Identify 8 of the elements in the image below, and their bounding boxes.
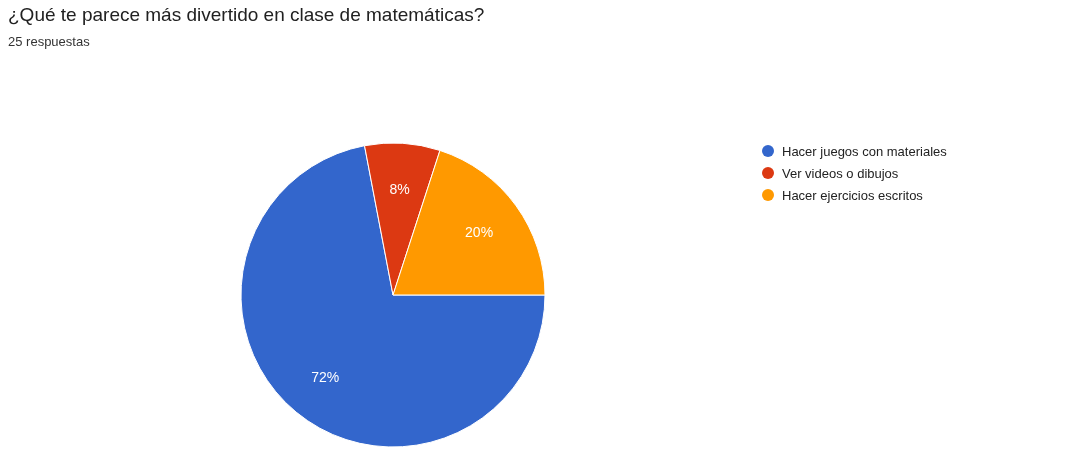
- legend-label: Ver videos o dibujos: [782, 165, 899, 181]
- chart-title: ¿Qué te parece más divertido en clase de matemáticas?: [8, 4, 485, 26]
- data-label: 20%: [465, 224, 494, 241]
- data-label: 8%: [389, 180, 410, 197]
- data-label: 72%: [311, 368, 340, 385]
- legend-label: Hacer juegos con materiales: [782, 143, 947, 159]
- text: 25 respuestas: [8, 34, 90, 49]
- legend-label: Hacer ejercicios escritos: [782, 187, 923, 203]
